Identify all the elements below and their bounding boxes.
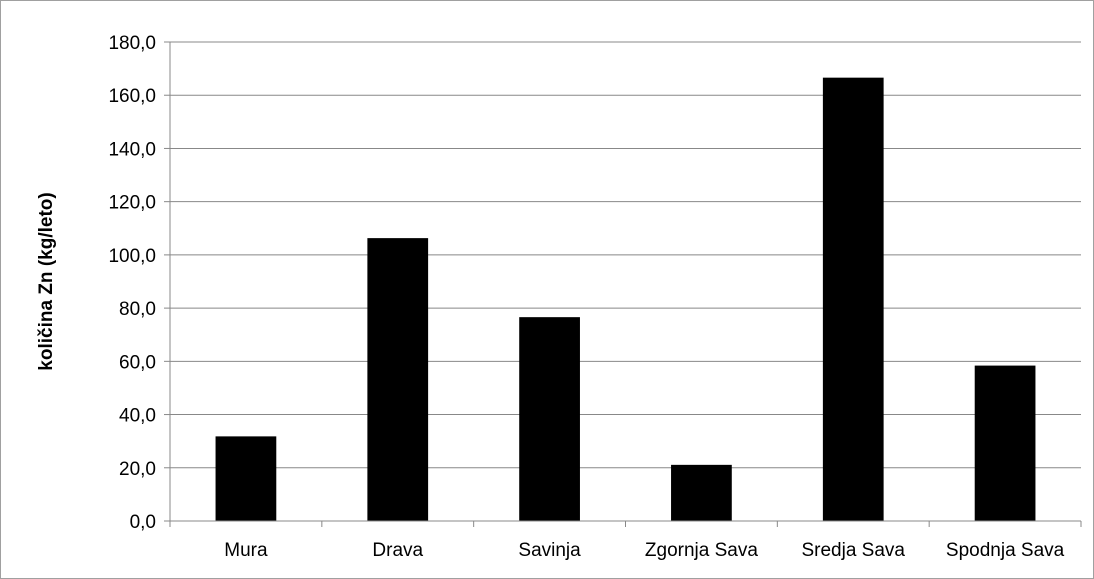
gridlines — [170, 41, 1081, 469]
x-tick-labels: Mura Drava Savinja Zgornja Sava Sredja Sava S… — [224, 540, 1064, 561]
y-tick-label: 160,0 — [108, 86, 156, 107]
y-tick-label: 140,0 — [108, 139, 156, 160]
x-tick-label: Spodnja Sava — [946, 540, 1065, 561]
y-tick-label: 180,0 — [108, 33, 156, 54]
y-tick-label: 0,0 — [130, 512, 156, 533]
y-tick-label: 100,0 — [108, 246, 156, 267]
x-tick-label: Drava — [372, 540, 423, 561]
bar-spodnja-sava — [974, 365, 1036, 521]
bar-savinja — [519, 317, 580, 521]
y-tick-labels: 0,0 20,0 40,0 60,0 80,0 100,0 120,0 140,0 160,0 1… — [108, 33, 156, 533]
x-tick-label: Zgornja Sava — [645, 540, 758, 561]
bar-zgornja-sava — [671, 464, 732, 521]
y-axis-title: količina Zn (kg/leto) — [36, 192, 57, 370]
x-tick-label: Sredja Sava — [801, 540, 905, 561]
bar-sredja-sava — [822, 77, 884, 522]
x-tick-label: Savinja — [518, 540, 581, 561]
y-tick-label: 120,0 — [108, 193, 156, 214]
y-tick-label: 20,0 — [119, 459, 156, 480]
y-tick-label: 80,0 — [119, 299, 156, 320]
y-tick-label: 60,0 — [119, 352, 156, 373]
bar-drava — [367, 238, 429, 521]
bar-mura — [215, 436, 277, 521]
axes — [164, 41, 1082, 527]
bars — [215, 77, 1036, 522]
y-tick-label: 40,0 — [119, 406, 156, 427]
x-tick-label: Mura — [224, 540, 268, 561]
